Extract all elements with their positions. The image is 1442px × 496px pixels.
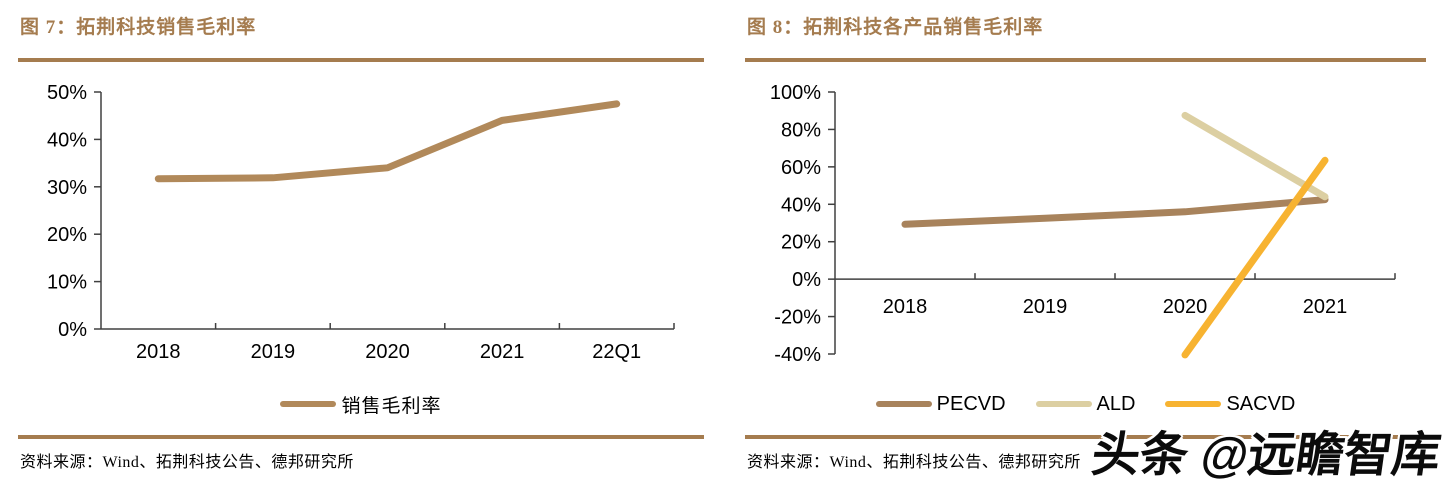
- legend-item-销售毛利率: 销售毛利率: [280, 391, 441, 418]
- x-tick-label: 2019: [1023, 296, 1068, 318]
- x-tick-label: 2021: [480, 341, 525, 363]
- legend-item-SACVD: SACVD: [1165, 393, 1295, 416]
- figure-7-bottom-rule: [18, 435, 704, 439]
- y-tick-label: -20%: [774, 307, 821, 329]
- legend-label-SACVD: SACVD: [1226, 392, 1296, 415]
- legend-label-PECVD: PECVD: [936, 392, 1006, 415]
- figure-8-source: 资料来源：Wind、拓荆科技公告、德邦研究所: [747, 454, 1081, 471]
- y-tick-label: 10%: [47, 272, 87, 294]
- legend-label-ALD: ALD: [1096, 392, 1136, 415]
- series-line-SACVD: [1181, 156, 1329, 359]
- legend-swatch-PECVD: [875, 401, 932, 407]
- figure-7-title-rule: [18, 58, 704, 62]
- y-tick-label: 80%: [781, 119, 821, 141]
- y-tick-label: 20%: [47, 224, 87, 246]
- figure-8-title: 图 8：拓荆科技各产品销售毛利率: [747, 17, 1044, 38]
- figure-8-title-rule: [745, 58, 1426, 62]
- y-tick-label: 40%: [781, 194, 821, 216]
- x-tick-label: 2019: [251, 341, 296, 363]
- series-line-PECVD: [901, 196, 1329, 228]
- y-tick-label: 30%: [47, 177, 87, 199]
- figure-7-title: 图 7：拓荆科技销售毛利率: [20, 17, 257, 38]
- figure-8-legend: PECVD ALD SACVD: [745, 390, 1426, 418]
- figure-7-panel: 图 7：拓荆科技销售毛利率 0% 10% 20% 30% 40% 50% 2018 2019 2…: [18, 12, 704, 482]
- y-tick-label: 100%: [770, 82, 821, 104]
- figure-7-line-chart: 0% 10% 20% 30% 40% 50% 2018 2019 2020 2021 22Q1: [47, 82, 675, 363]
- y-tick-label: 40%: [47, 129, 87, 151]
- x-tick-label: 2018: [883, 296, 928, 318]
- y-tick-label: -40%: [774, 344, 821, 366]
- figure-7-legend: 销售毛利率: [18, 390, 704, 418]
- series-line-销售毛利率: [154, 100, 621, 183]
- legend-label-销售毛利率: 销售毛利率: [341, 395, 442, 417]
- legend-item-ALD: ALD: [1035, 392, 1136, 416]
- x-tick-label: 2020: [365, 341, 410, 363]
- legend-swatch-销售毛利率: [280, 401, 337, 407]
- figure-8-panel: 图 8：拓荆科技各产品销售毛利率 -40% -20% 0% 20% 40% 60% 80% 1…: [745, 12, 1426, 482]
- figure-8-bottom-rule: [745, 435, 1426, 439]
- y-tick-label: 50%: [47, 82, 87, 104]
- y-tick-label: 0%: [792, 269, 821, 291]
- y-tick-label: 0%: [58, 319, 87, 341]
- legend-swatch-SACVD: [1165, 401, 1222, 407]
- legend-swatch-ALD: [1035, 401, 1092, 407]
- x-tick-label: 2021: [1303, 296, 1348, 318]
- y-tick-label: 60%: [781, 157, 821, 179]
- x-tick-label: 22Q1: [592, 341, 641, 363]
- figure-8-line-chart: -40% -20% 0% 20% 40% 60% 80% 100% 2018 2019 2020 20…: [770, 82, 1396, 366]
- toutiao-watermark: 头条 @远瞻智库: [1088, 429, 1442, 482]
- x-tick-label: 2018: [136, 341, 181, 363]
- series-line-ALD: [1181, 111, 1329, 201]
- x-tick-label: 2020: [1163, 296, 1208, 318]
- y-tick-label: 20%: [781, 232, 821, 254]
- figure-7-source: 资料来源：Wind、拓荆科技公告、德邦研究所: [20, 454, 354, 471]
- legend-item-PECVD: PECVD: [875, 392, 1006, 416]
